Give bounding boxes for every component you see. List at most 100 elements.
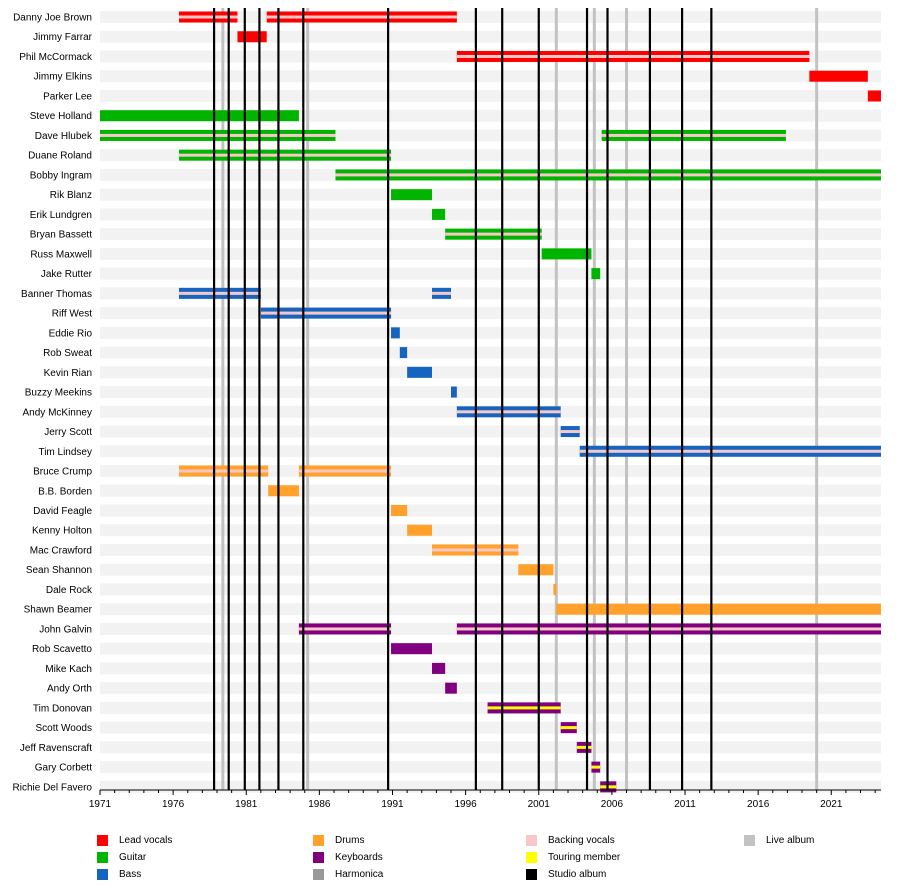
x-tick-label: 2006: [601, 799, 624, 810]
member-name-labels: Danny Joe Brown Jimmy Farrar Phil McCormac…: [13, 13, 93, 794]
member-name: Riff West: [52, 309, 92, 320]
row-stripe: [100, 267, 881, 280]
legend-label: Bass: [119, 868, 142, 880]
membership-bar: [407, 366, 432, 378]
x-tick-label: 1986: [308, 799, 331, 810]
member-name: John Galvin: [39, 624, 92, 635]
member-name: Andy Orth: [47, 684, 92, 695]
membership-bar: [445, 682, 457, 694]
member-name: Jerry Scott: [44, 427, 92, 438]
member-name: Dave Hlubek: [35, 131, 93, 142]
legend-item: Guitar: [97, 850, 146, 864]
backing-vocals-stripe: [266, 15, 457, 19]
member-name: Bruce Crump: [33, 467, 92, 478]
row-stripe: [100, 583, 881, 596]
member-name: Dale Rock: [46, 585, 93, 596]
row-stripe: [100, 307, 881, 320]
membership-bar: [391, 189, 432, 201]
touring-member-stripe: [576, 745, 592, 749]
row-stripe: [100, 642, 881, 655]
legend-label: Backing vocals: [548, 834, 615, 846]
membership-bar: [553, 583, 557, 595]
member-name: Shawn Beamer: [24, 605, 93, 616]
row-stripe: [100, 721, 881, 734]
backing-vocals-stripe: [456, 54, 810, 58]
member-name: Richie Del Favero: [13, 782, 93, 793]
member-name: Tim Lindsey: [38, 447, 92, 458]
backing-vocals-stripe: [456, 410, 561, 414]
row-stripe: [100, 89, 881, 102]
legend-swatch: [313, 851, 324, 863]
row-stripe: [100, 682, 881, 695]
x-tick-label: 2016: [747, 799, 770, 810]
legend-swatch: [526, 834, 537, 846]
member-name: B.B. Borden: [38, 486, 92, 497]
row-stripe: [100, 761, 881, 774]
row-stripe: [100, 326, 881, 339]
row-stripe: [100, 287, 881, 300]
member-name: Jake Rutter: [41, 269, 93, 280]
backing-vocals-stripe: [456, 627, 881, 631]
row-stripe: [100, 563, 881, 576]
touring-member-stripe: [487, 706, 561, 710]
member-name: Gary Corbett: [35, 763, 92, 774]
member-name: Kevin Rian: [44, 368, 92, 379]
membership-bar: [237, 31, 267, 43]
row-stripe: [100, 524, 881, 537]
member-name: David Feagle: [33, 506, 92, 517]
member-name: Kenny Holton: [32, 526, 92, 537]
member-name: Jimmy Elkins: [34, 72, 92, 83]
member-name: Rik Blanz: [50, 190, 92, 201]
row-stripe: [100, 386, 881, 399]
member-name: Jimmy Farrar: [33, 32, 93, 43]
backing-vocals-stripe: [100, 133, 336, 137]
x-axis: 1971 1976 1981 1986 1991 1996 2001 2006 2011 2016…: [89, 789, 881, 810]
backing-vocals-stripe: [601, 133, 786, 137]
legend-item: Bass: [97, 867, 141, 881]
x-tick-label: 1971: [89, 799, 112, 810]
x-tick-label: 1981: [235, 799, 258, 810]
backing-vocals-stripe: [579, 449, 881, 453]
member-name: Danny Joe Brown: [13, 13, 92, 24]
legend-swatch: [526, 851, 537, 863]
membership-bar: [431, 208, 446, 220]
member-name: Sean Shannon: [26, 565, 92, 576]
backing-vocals-stripe: [298, 627, 392, 631]
member-name: Mac Crawford: [30, 545, 92, 556]
row-stripe: [100, 30, 881, 43]
member-name: Rob Scavetto: [32, 644, 92, 655]
membership-bar: [100, 110, 299, 122]
row-stripe: [100, 425, 881, 438]
legend-label: Studio album: [548, 868, 607, 880]
membership-bar: [518, 564, 554, 576]
member-name: Parker Lee: [43, 91, 92, 102]
membership-bar: [591, 268, 601, 280]
member-name: Bryan Bassett: [30, 230, 92, 241]
member-name: Banner Thomas: [21, 289, 92, 300]
member-name: Andy McKinney: [23, 407, 92, 418]
membership-bar: [867, 90, 881, 102]
member-name: Bobby Ingram: [30, 170, 92, 181]
row-stripe: [100, 247, 881, 260]
membership-bar: [399, 347, 408, 359]
touring-member-stripe: [591, 765, 601, 769]
touring-member-stripe: [560, 726, 577, 730]
legend-item: Touring member: [526, 850, 620, 864]
x-tick-label: 2021: [820, 799, 843, 810]
row-stripe: [100, 366, 881, 379]
legend-swatch: [97, 868, 108, 880]
legend-label: Touring member: [548, 851, 621, 863]
member-name: Rob Sweat: [43, 348, 92, 359]
x-tick-label: 2011: [674, 799, 696, 810]
legend-item: Keyboards: [313, 850, 383, 864]
member-name: Phil McCormack: [19, 52, 93, 63]
legend-label: Harmonica: [335, 868, 384, 880]
membership-bar: [268, 485, 299, 497]
backing-vocals-stripe: [178, 291, 261, 295]
row-stripe: [100, 504, 881, 517]
backing-vocals-stripe: [178, 15, 238, 19]
x-tick-label: 1976: [162, 799, 185, 810]
row-stripe: [100, 741, 881, 754]
legend-label: Live album: [766, 834, 815, 846]
member-name: Jeff Ravenscraft: [20, 743, 92, 754]
